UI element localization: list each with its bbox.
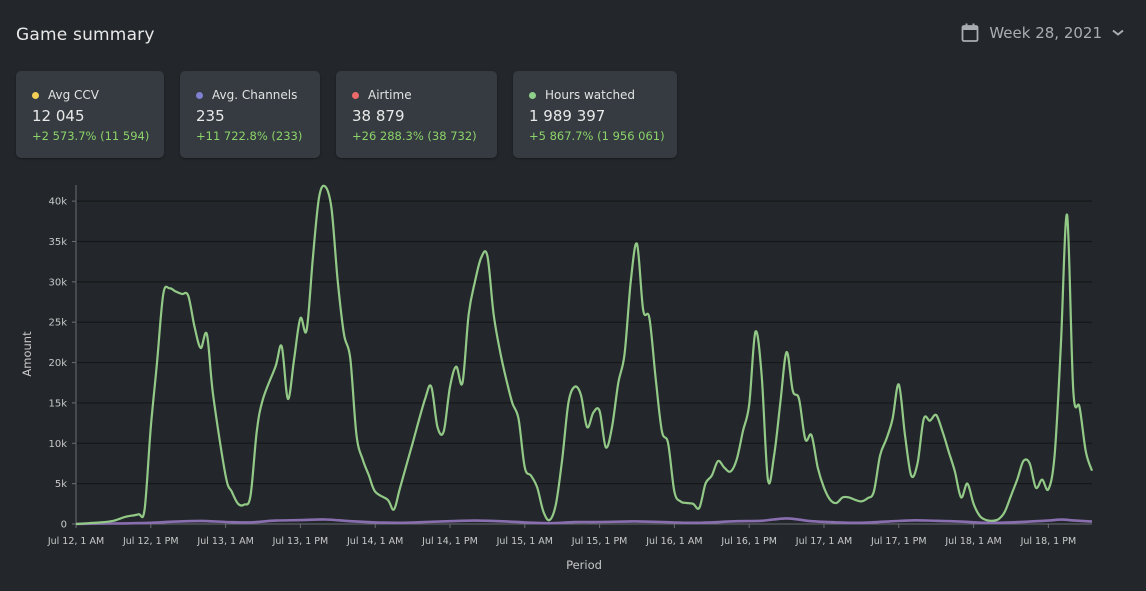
kpi-value: 1 989 397 (529, 107, 606, 125)
x-tick-label: Jul 12, 1 PM (122, 536, 179, 547)
week-selector[interactable]: Week 28, 2021 (961, 23, 1124, 43)
x-tick-label: Jul 17, 1 AM (795, 536, 852, 547)
kpi-value: 38 879 (352, 107, 405, 125)
x-tick-label: Jul 13, 1 PM (272, 536, 329, 547)
y-tick-label: 30k (48, 277, 67, 288)
legend-dot-avg-ccv (32, 91, 39, 99)
legend-dot-hours-watched (529, 91, 536, 99)
kpi-change: +11 722.8% (233) (196, 129, 303, 143)
grid-lines (76, 200, 1092, 485)
x-tick-label: Jul 15, 1 PM (571, 536, 628, 547)
x-tick-label: Jul 14, 1 AM (346, 536, 403, 547)
channels-line (75, 517, 1093, 526)
page-title: Game summary (16, 25, 155, 45)
x-tick-label: Jul 15, 1 AM (496, 536, 553, 547)
x-tick-label: Jul 16, 1 PM (720, 536, 777, 547)
y-tick-label: 20k (48, 358, 67, 369)
axes (72, 185, 1092, 528)
kpi-value: 12 045 (32, 107, 85, 125)
kpi-label: Avg. Channels (212, 88, 298, 102)
week-label: Week 28, 2021 (989, 24, 1102, 42)
kpi-card-avg-ccv: Avg CCV 12 045 +2 573.7% (11 594) (16, 71, 164, 158)
kpi-label: Airtime (368, 88, 412, 102)
calendar-icon (961, 23, 979, 43)
kpi-card-hours-watched: Hours watched 1 989 397 +5 867.7% (1 956… (513, 71, 677, 158)
kpi-card-airtime: Airtime 38 879 +26 288.3% (38 732) (336, 71, 497, 158)
kpi-label: Hours watched (545, 88, 636, 102)
y-tick-label: 15k (48, 398, 67, 409)
legend-dot-airtime (352, 91, 359, 99)
y-tick-label: 10k (48, 439, 67, 450)
kpi-change: +5 867.7% (1 956 061) (529, 129, 665, 143)
x-tick-label: Jul 13, 1 AM (196, 536, 253, 547)
legend-dot-avg-channels (196, 91, 203, 99)
y-tick-label: 35k (48, 237, 67, 248)
x-tick-label: Jul 14, 1 PM (421, 536, 478, 547)
kpi-card-avg-channels: Avg. Channels 235 +11 722.8% (233) (180, 71, 320, 158)
tick-labels: 0 5k 10k 15k 20k 25k 30k 35k 40k Jul 12, 1 AM Jul … (47, 197, 1076, 547)
kpi-value: 235 (196, 107, 225, 125)
kpi-change: +2 573.7% (11 594) (32, 129, 150, 143)
x-tick-label: Jul 17, 1 PM (870, 536, 927, 547)
series-lines (75, 184, 1094, 526)
y-tick-label: 5k (55, 479, 67, 490)
x-tick-label: Jul 12, 1 AM (47, 536, 104, 547)
y-axis-title: Amount (20, 331, 34, 377)
kpi-label: Avg CCV (48, 88, 100, 102)
y-tick-label: 40k (48, 197, 67, 208)
x-tick-label: Jul 16, 1 AM (645, 536, 702, 547)
x-tick-label: Jul 18, 1 PM (1020, 536, 1077, 547)
chevron-down-icon (1112, 29, 1124, 37)
y-tick-label: 25k (48, 318, 67, 329)
x-tick-label: Jul 18, 1 AM (944, 536, 1001, 547)
hours-watched-line (75, 184, 1094, 526)
x-axis-title: Period (566, 558, 602, 572)
y-tick-label: 0 (61, 520, 67, 531)
kpi-change: +26 288.3% (38 732) (352, 129, 477, 143)
